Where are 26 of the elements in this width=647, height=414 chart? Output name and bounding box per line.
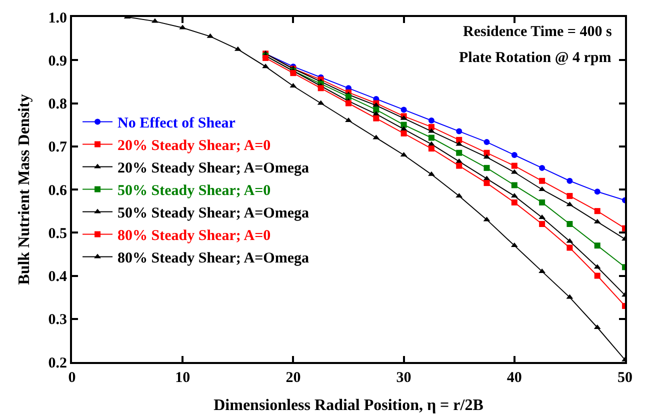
legend-label: 80% Steady Shear; A=Omega <box>118 250 310 267</box>
x-tick-label: 40 <box>506 370 522 386</box>
x-axis-title: Dimensionless Radial Position, η = r/2B <box>214 397 484 414</box>
y-axis-title: Bulk Nutrient Mass Density <box>16 94 33 285</box>
y-tick-label: 0.7 <box>48 140 68 156</box>
x-tick-label: 30 <box>396 370 412 386</box>
legend-label: 20% Steady Shear; A=Omega <box>118 160 310 177</box>
x-tick-label: 50 <box>618 370 632 386</box>
y-tick-label: 0.8 <box>48 96 67 112</box>
x-tick-label: 0 <box>68 370 76 386</box>
legend-label: 50% Steady Shear; A=Omega <box>118 206 310 222</box>
legend-label: 50% Steady Shear; A=0 <box>118 183 271 200</box>
x-tick-label: 10 <box>175 370 190 386</box>
legend-label: No Effect of Shear <box>118 116 236 132</box>
legend-label: 20% Steady Shear; A=0 <box>118 138 271 154</box>
y-tick-label: 1.0 <box>48 10 67 26</box>
y-tick-label: 0.6 <box>48 182 68 199</box>
legend-label: 80% Steady Shear; A=0 <box>118 228 271 244</box>
y-tick-label: 0.4 <box>48 269 68 285</box>
annotation: Plate Rotation @ 4 rpm <box>459 50 612 66</box>
annotation: Residence Time = 400 s <box>463 24 612 40</box>
y-tick-label: 0.9 <box>48 53 67 70</box>
y-tick-label: 0.3 <box>48 312 67 328</box>
y-tick-label: 0.2 <box>48 355 67 372</box>
x-tick-label: 20 <box>286 370 301 386</box>
y-tick-label: 0.5 <box>48 226 67 242</box>
